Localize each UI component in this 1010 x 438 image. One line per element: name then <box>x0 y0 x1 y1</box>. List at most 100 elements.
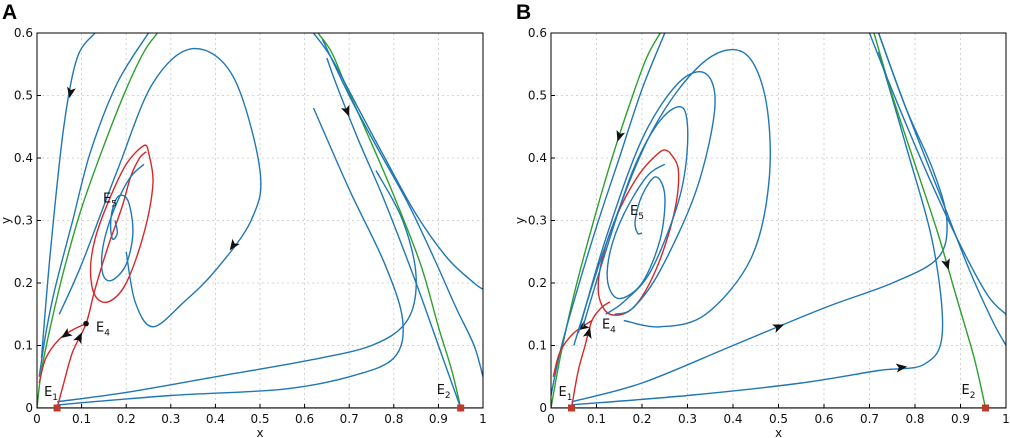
x-tick-label: 0.2 <box>632 412 651 426</box>
direction-arrow <box>340 104 350 117</box>
trajectory-bottom-1 <box>57 170 417 403</box>
direction-arrow <box>895 363 908 373</box>
x-tick-label: 0.8 <box>905 412 924 426</box>
equilibrium-e2 <box>982 404 990 412</box>
x-tick-label: 0.5 <box>250 412 269 426</box>
y-tick-label: 0.3 <box>528 214 547 228</box>
trajectory-right-outer <box>312 33 483 290</box>
x-tick-label: 0.9 <box>429 412 448 426</box>
trajectory-right-1 <box>868 33 1006 315</box>
equilibrium-e1 <box>53 404 61 412</box>
series-group <box>37 33 483 408</box>
trajectory-loop-2 <box>577 71 716 334</box>
equilibrium-label-e4: E4 <box>96 321 110 339</box>
y-tick-label: 0.5 <box>528 89 547 103</box>
x-tick-label: 0.6 <box>814 412 833 426</box>
equilibrium-label-e5: E5 <box>630 204 644 222</box>
x-tick-label: 0.1 <box>587 412 606 426</box>
x-tick-label: 0.7 <box>860 412 879 426</box>
x-tick-label: 0 <box>547 412 555 426</box>
x-tick-label: 0.9 <box>951 412 970 426</box>
x-tick-label: 1 <box>1002 412 1010 426</box>
equilibrium-e2 <box>457 404 465 412</box>
x-tick-label: 0.8 <box>384 412 403 426</box>
equilibrium-label-subscript: 4 <box>610 326 616 336</box>
trajectory-left-2 <box>38 33 150 377</box>
panel-letter-b: B <box>516 1 531 24</box>
equilibrium-label-subscript: 2 <box>970 391 976 401</box>
x-tick-label: 0.2 <box>117 412 136 426</box>
trajectory-large-loop <box>58 47 262 328</box>
direction-arrow <box>73 332 82 345</box>
direction-arrow <box>941 258 950 271</box>
trajectory-right-inner <box>321 38 483 377</box>
y-tick-label: 0.1 <box>528 339 547 353</box>
red-manifold-E4 <box>56 151 147 408</box>
equilibrium-label-subscript: 5 <box>638 212 644 222</box>
green-separatrix-right <box>317 33 462 408</box>
y-tick-label: 0.1 <box>14 339 33 353</box>
x-tick-label: 1 <box>479 412 487 426</box>
equilibrium-label-e1: E1 <box>558 385 572 403</box>
equilibrium-label-subscript: 1 <box>567 393 573 403</box>
trajectory-right-up <box>326 57 462 408</box>
panel-letter-a: A <box>2 1 17 24</box>
direction-arrow <box>582 327 592 340</box>
green-separatrix-left <box>551 33 661 408</box>
x-tick-label: 0.4 <box>723 412 742 426</box>
green-separatrix-right <box>873 33 987 408</box>
x-tick-label: 0.6 <box>295 412 314 426</box>
spiral-E5 <box>606 163 666 300</box>
y-tick-label: 0.3 <box>14 214 33 228</box>
panel-a: A 0 0.1 0.2 0.3 0.4 0.5 0.6 0.7 0.8 0.9 1 0 0.1 0.2 0.… <box>0 1 487 438</box>
x-axis-label: x <box>775 426 782 438</box>
equilibrium-e4 <box>83 320 89 327</box>
equilibrium-label-subscript: 2 <box>445 391 451 401</box>
limit-cycle-red <box>89 144 154 304</box>
trajectory-far-left <box>40 33 96 359</box>
x-tick-label: 0.3 <box>161 412 180 426</box>
direction-arrow <box>67 86 76 99</box>
x-tick-label: 0.7 <box>340 412 359 426</box>
x-tick-label: 0.5 <box>769 412 788 426</box>
trajectory-right-2 <box>877 33 1006 346</box>
red-manifold-E4-lower <box>38 322 87 384</box>
y-axis-label: y <box>513 217 527 224</box>
x-tick-label: 0.4 <box>206 412 225 426</box>
equilibrium-label-e2: E2 <box>962 383 976 401</box>
equilibrium-label-e1: E1 <box>44 385 58 403</box>
direction-arrow <box>772 324 785 333</box>
series-group <box>551 33 1006 408</box>
spiral-E5 <box>100 163 145 282</box>
green-separatrix-left <box>37 33 158 408</box>
trajectory-bottom <box>571 51 944 406</box>
y-tick-label: 0.6 <box>528 26 547 40</box>
trajectory-bottom-2 <box>57 107 404 406</box>
y-axis-label: y <box>0 217 13 224</box>
equilibrium-e1 <box>567 404 575 412</box>
y-tick-label: 0 <box>539 401 547 415</box>
equilibrium-label-subscript: 5 <box>111 200 117 210</box>
y-tick-label: 0.4 <box>14 151 33 165</box>
y-tick-label: 0.2 <box>528 276 547 290</box>
trajectory-large <box>571 33 948 403</box>
y-tick-label: 0.6 <box>14 26 33 40</box>
direction-arrow <box>616 129 626 142</box>
x-axis-label: x <box>256 426 263 438</box>
x-tick-label: 0.3 <box>678 412 697 426</box>
y-tick-label: 0.5 <box>14 89 33 103</box>
x-tick-label: 0.1 <box>72 412 91 426</box>
direction-arrow <box>61 328 73 339</box>
y-tick-label: 0.4 <box>528 151 547 165</box>
direction-arrow <box>229 238 240 251</box>
equilibrium-label-e5: E5 <box>103 192 117 210</box>
y-tick-label: 0 <box>25 401 33 415</box>
equilibrium-label-subscript: 4 <box>104 329 110 339</box>
x-tick-label: 0 <box>33 412 41 426</box>
y-tick-label: 0.2 <box>14 276 33 290</box>
trajectory-loop-3 <box>573 48 771 346</box>
red-manifold-E4-lower <box>552 319 593 377</box>
panel-b: B 0 0.1 0.2 0.3 0.4 0.5 0.6 0.7 0.8 0.9 1 0 0.1 0.2 0.… <box>513 1 1010 438</box>
trajectory-left <box>551 33 666 396</box>
